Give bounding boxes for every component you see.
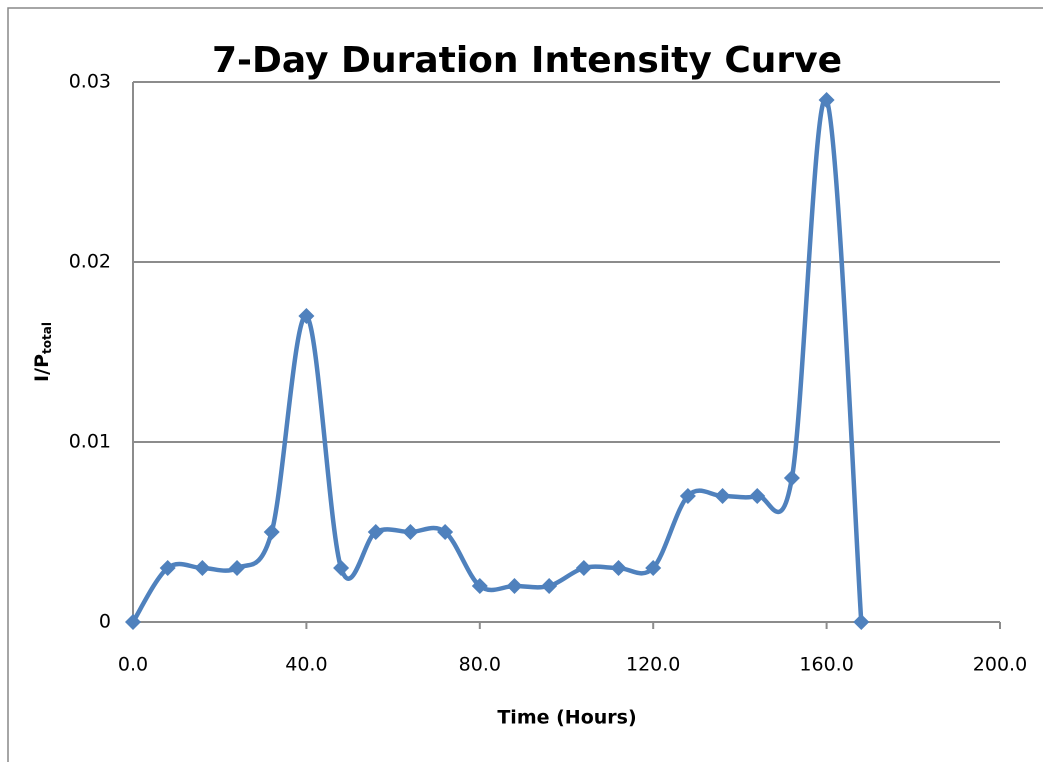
- y-tick-label: 0: [99, 611, 111, 633]
- data-point: [125, 614, 141, 630]
- data-point: [367, 524, 384, 540]
- data-point: [506, 578, 523, 594]
- x-tick-label: 200.0: [973, 654, 1027, 676]
- data-point: [471, 578, 488, 594]
- data-point: [714, 488, 731, 504]
- chart-title: 7-Day Duration Intensity Curve: [212, 40, 842, 81]
- data-point: [298, 308, 315, 324]
- x-tick-label: 40.0: [285, 654, 327, 676]
- data-point: [263, 524, 280, 540]
- data-point: [541, 578, 558, 594]
- data-point: [749, 488, 766, 504]
- data-point: [229, 560, 246, 576]
- data-point: [679, 488, 696, 504]
- y-tick-label: 0.01: [69, 431, 111, 453]
- y-axis-title: I/Ptotal: [31, 322, 54, 382]
- chart-frame: [7, 7, 1043, 766]
- data-point: [402, 524, 419, 540]
- data-point: [783, 470, 800, 486]
- data-point: [194, 560, 211, 576]
- plot-area: 0 0.01 0.02 0.03 0.0 40.0 80.0 120.0 160.0 200.0: [69, 71, 1028, 676]
- data-point: [853, 614, 870, 630]
- x-tick-label: 80.0: [459, 654, 501, 676]
- data-point: [333, 560, 350, 576]
- x-tick-label: 0.0: [118, 654, 148, 676]
- x-tick-label: 120.0: [626, 654, 680, 676]
- y-axis-title-sub: total: [40, 322, 54, 354]
- data-point: [645, 560, 662, 576]
- data-point: [437, 524, 454, 540]
- y-tick-label: 0.02: [69, 251, 111, 273]
- x-tick-label: 160.0: [799, 654, 853, 676]
- y-tick-label: 0.03: [69, 71, 111, 93]
- data-point: [159, 560, 176, 576]
- y-axis-title-main: I/P: [31, 354, 53, 382]
- data-point: [610, 560, 627, 576]
- data-point: [575, 560, 592, 576]
- data-point: [818, 92, 835, 108]
- x-axis-title: Time (Hours): [497, 707, 636, 729]
